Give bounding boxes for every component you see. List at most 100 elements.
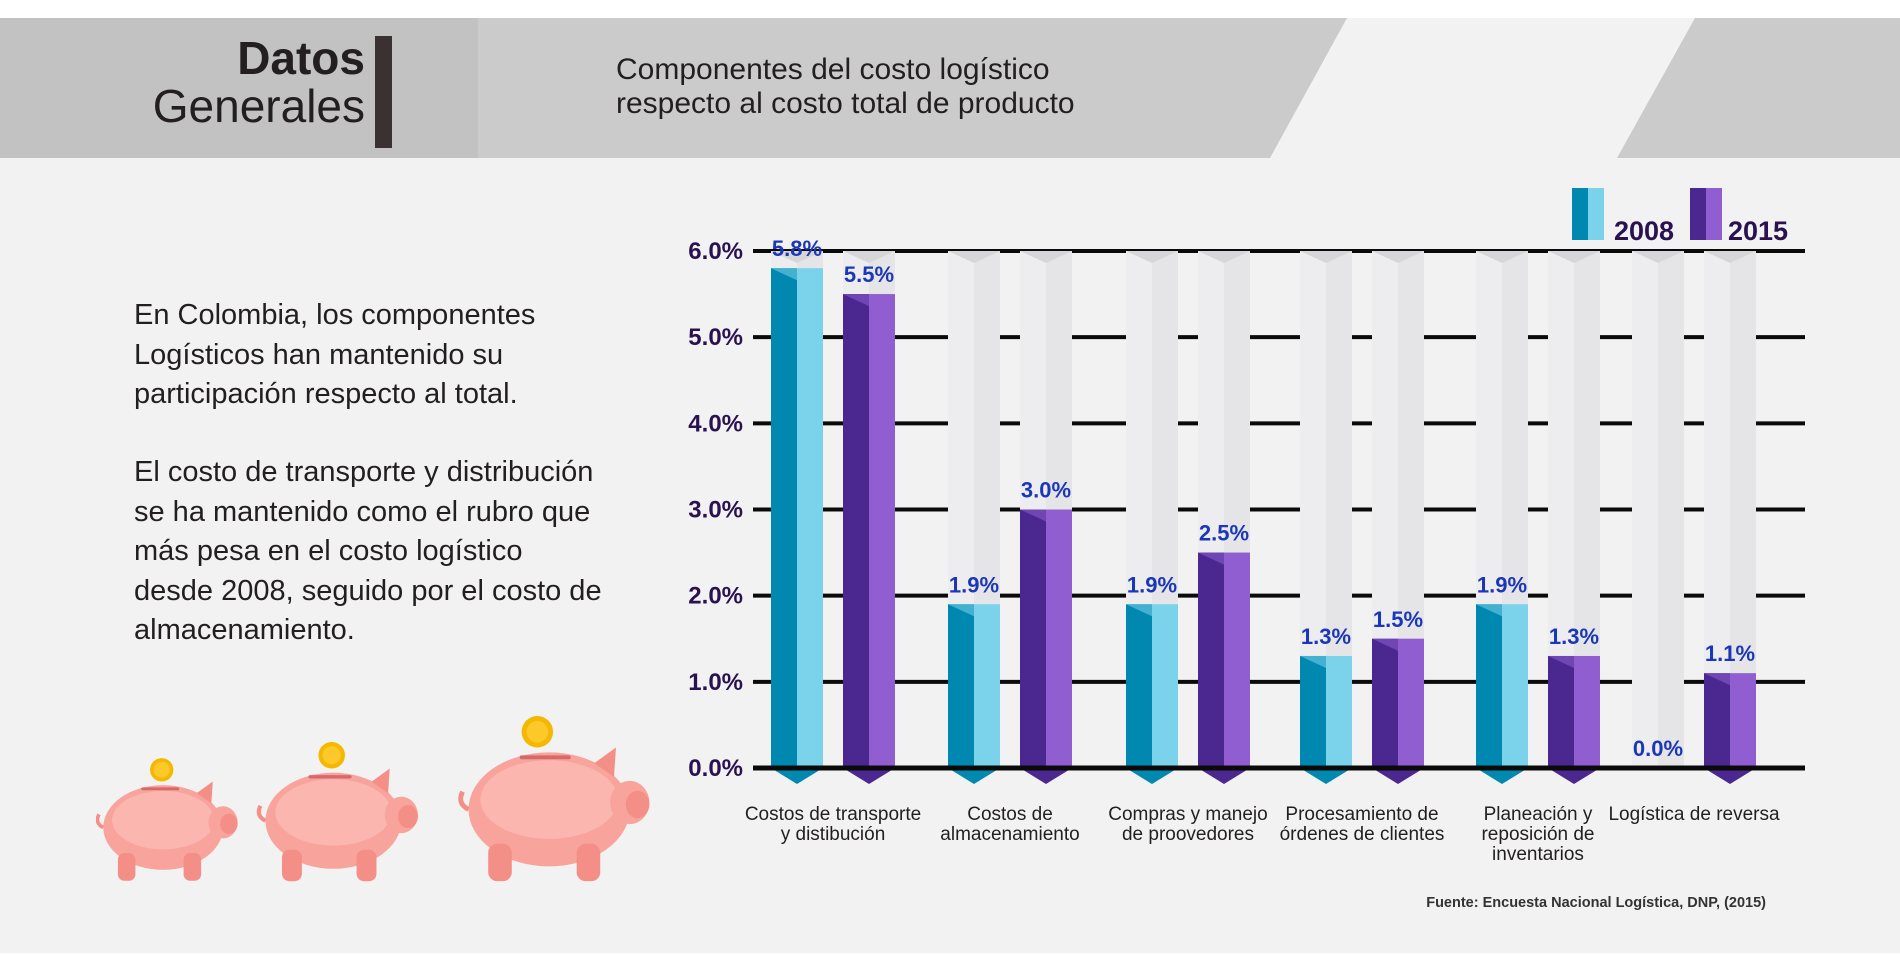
y-tick-label: 5.0%	[688, 324, 743, 351]
transport-paragraph: El costo de transporte y distribución se…	[134, 456, 602, 646]
piggy-bank-icon	[256, 742, 418, 882]
bar-cap	[771, 268, 823, 281]
bar-track-cap	[948, 251, 1000, 263]
bar-track-cap	[1198, 251, 1250, 263]
data-label: 1.9%	[949, 572, 999, 597]
bar-cap	[1300, 655, 1352, 668]
bar-side	[1300, 655, 1326, 768]
x-category-label: órdenes de clientes	[1280, 824, 1445, 845]
y-tick-label: 2.0%	[688, 583, 743, 610]
x-category-label: Logística de reversa	[1608, 804, 1780, 825]
bar-tip	[1632, 768, 1684, 784]
bar-track-cap	[1372, 251, 1424, 263]
y-tick-label: 1.0%	[688, 669, 743, 696]
x-category-label: Compras y manejo	[1108, 804, 1267, 825]
y-tick-label: 4.0%	[688, 410, 743, 437]
piggy-bank-icon	[458, 716, 650, 882]
bar-track-cap	[1548, 251, 1600, 263]
bar-track-cap	[771, 251, 823, 263]
y-tick-label: 0.0%	[688, 755, 743, 782]
data-label: 3.0%	[1021, 478, 1071, 503]
bar-tip	[771, 768, 823, 784]
bar-tip	[1548, 768, 1600, 784]
bar-side	[1198, 552, 1224, 768]
coin-icon	[150, 758, 174, 782]
bar-track-cap	[1632, 251, 1684, 263]
y-tick-label: 3.0%	[688, 497, 743, 524]
data-label: 5.5%	[844, 262, 894, 287]
piggy-bank-icon	[96, 758, 238, 881]
section-title: Datos Generales	[153, 35, 365, 129]
coin-icon	[521, 716, 554, 748]
legend-swatch	[1690, 188, 1706, 240]
bar-side	[1476, 604, 1502, 768]
x-category-label: Planeación y	[1484, 804, 1593, 825]
x-category-label: y distibución	[781, 824, 886, 845]
data-label: 1.3%	[1549, 624, 1599, 649]
bar-tip	[1020, 768, 1072, 784]
intro-paragraph: En Colombia, los componentes Logísticos …	[134, 299, 536, 410]
bar-side	[1372, 638, 1398, 768]
bar-side	[843, 294, 869, 768]
data-label: 2.5%	[1199, 521, 1249, 546]
bar-side	[1020, 509, 1046, 768]
legend-label: 2015	[1728, 216, 1788, 246]
bar-side	[1548, 655, 1574, 768]
bar-cap	[1476, 604, 1528, 617]
data-label: 1.9%	[1127, 572, 1177, 597]
bar-side	[1704, 673, 1730, 768]
bar-cap	[1126, 604, 1178, 617]
data-label: 5.8%	[772, 236, 822, 261]
bar-tip	[1476, 768, 1528, 784]
chart-title: Componentes del costo logístico respecto…	[616, 53, 1075, 121]
x-category-label: Costos de	[967, 804, 1053, 825]
bar-cap	[1372, 638, 1424, 651]
header-band	[0, 18, 1900, 158]
data-label: 1.3%	[1301, 624, 1351, 649]
legend-swatch	[1572, 188, 1588, 240]
chart-title-line-2: respecto al costo total de producto	[616, 87, 1075, 120]
bar-tip	[948, 768, 1000, 784]
bar-track-side	[1632, 251, 1658, 768]
data-label: 0.0%	[1633, 736, 1683, 761]
bar-tip	[1704, 768, 1756, 784]
bar-cap	[1548, 655, 1600, 668]
bar-cap	[1704, 673, 1756, 686]
legend-swatch	[1588, 188, 1604, 240]
header-right-band	[1617, 18, 1900, 158]
bar-track-cap	[1476, 251, 1528, 263]
data-label: 1.1%	[1705, 641, 1755, 666]
bar-side	[771, 268, 797, 768]
bar-tip	[1126, 768, 1178, 784]
chart-title-line-1: Componentes del costo logístico	[616, 53, 1050, 86]
bar-tip	[1300, 768, 1352, 784]
y-tick-label: 6.0%	[688, 238, 743, 265]
legend-swatch	[1706, 188, 1722, 240]
bar-track-cap	[1020, 251, 1072, 263]
legend-label: 2008	[1614, 216, 1674, 246]
bar-tip	[843, 768, 895, 784]
bar-side	[948, 604, 974, 768]
bar-tip	[1198, 768, 1250, 784]
header-subtitle-band	[478, 18, 1347, 158]
bar-side	[1126, 604, 1152, 768]
section-title-bold: Datos	[237, 32, 365, 84]
bar-track-cap	[1126, 251, 1178, 263]
source-note: Fuente: Encuesta Nacional Logística, DNP…	[1426, 895, 1766, 911]
x-category-label: de proovedores	[1122, 824, 1254, 845]
bar-cap	[843, 294, 895, 307]
bar-cap	[1198, 552, 1250, 565]
x-category-label: reposición de	[1481, 824, 1594, 845]
x-category-label: inventarios	[1492, 844, 1584, 865]
x-category-label: almacenamiento	[940, 824, 1079, 845]
x-category-label: Costos de transporte	[745, 804, 921, 825]
bar-cap	[1020, 509, 1072, 522]
x-category-label: Procesamiento de	[1285, 804, 1438, 825]
bar-cap	[948, 604, 1000, 617]
coin-icon	[318, 742, 345, 769]
bar-track-cap	[1704, 251, 1756, 263]
data-label: 1.5%	[1373, 607, 1423, 632]
bar-track-cap	[1300, 251, 1352, 263]
title-accent-bar	[375, 36, 392, 148]
